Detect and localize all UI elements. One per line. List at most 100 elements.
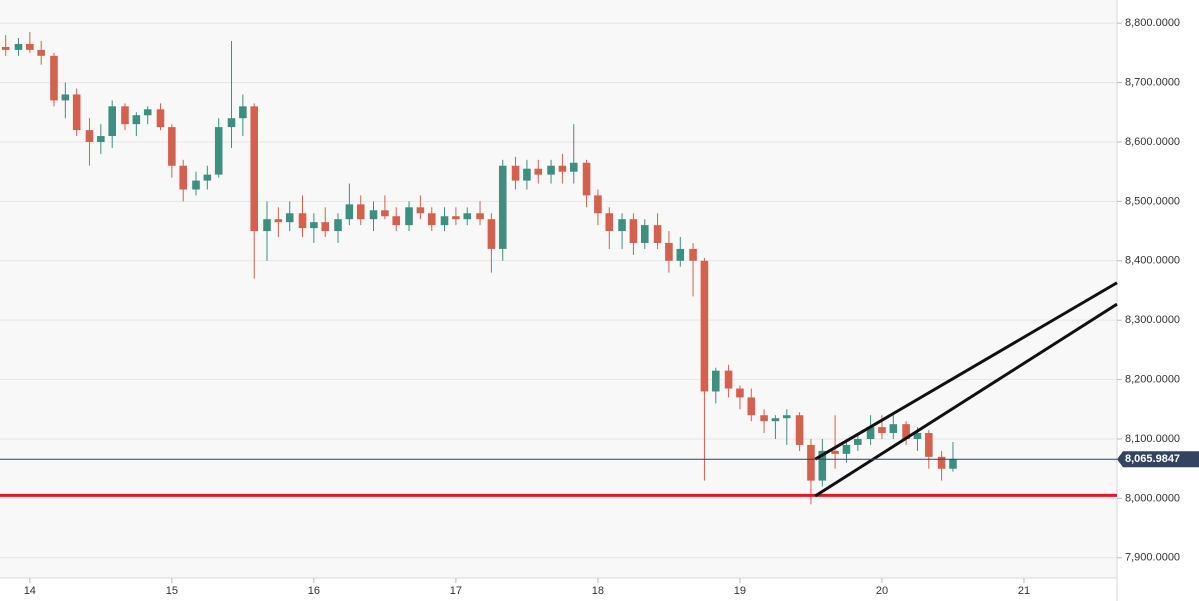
candle-body (676, 248, 685, 261)
candle-body (665, 242, 673, 261)
candle-body (618, 219, 626, 232)
y-tick-label: 8,700.0000 (1125, 76, 1180, 88)
candle-body (629, 219, 638, 243)
candle-body (392, 216, 401, 226)
candle-body (534, 168, 543, 175)
candle-body (37, 49, 45, 56)
current-price-label: 8,065.9847 (1125, 453, 1180, 465)
candle-body (334, 219, 342, 232)
candle-body (108, 106, 116, 137)
candle-body (203, 174, 212, 181)
candle-body (310, 222, 318, 229)
candle-body (487, 219, 496, 249)
candle-body (156, 109, 165, 128)
candle-body (712, 370, 720, 392)
candle-body (239, 106, 247, 119)
candle-body (913, 433, 922, 439)
x-tick-label: 15 (166, 585, 178, 597)
candle-body (250, 106, 259, 232)
x-tick-label: 20 (876, 585, 888, 597)
candle-body (937, 456, 946, 469)
candle-body (463, 213, 472, 220)
candle-body (321, 222, 330, 232)
candle-body (61, 94, 70, 101)
candle-body (498, 165, 507, 249)
candle-body (416, 207, 425, 214)
x-tick-label: 14 (24, 585, 36, 597)
candle-body (168, 127, 176, 166)
candle-body (214, 127, 223, 175)
candle-body (795, 415, 804, 445)
candle-body (866, 427, 875, 439)
candle-body (902, 424, 910, 439)
candle-body (783, 415, 791, 419)
candle-body (143, 109, 152, 116)
candle-body (72, 94, 81, 131)
candle-body (925, 433, 933, 457)
candle-body (427, 213, 436, 226)
candle-body (747, 397, 756, 416)
candle-body (179, 165, 187, 190)
candle-body (582, 162, 591, 196)
candle-body (192, 180, 200, 190)
candle-body (605, 213, 614, 232)
candle-body (132, 115, 141, 125)
candle-body (1, 46, 10, 50)
trend-line (814, 281, 1118, 461)
y-tick-label: 7,900.0000 (1125, 552, 1180, 564)
candle-body (511, 165, 520, 181)
y-tick-label: 8,200.0000 (1125, 373, 1180, 385)
candle-body (85, 130, 94, 142)
candle-body (949, 459, 957, 469)
candle-body (831, 450, 839, 454)
candle-body (274, 219, 283, 223)
candle-body (97, 136, 105, 142)
candle-body (771, 418, 780, 422)
candle-body (523, 168, 531, 181)
y-tick-label: 8,300.0000 (1125, 314, 1180, 326)
candle-body (689, 248, 697, 261)
y-tick-label: 8,600.0000 (1125, 136, 1180, 148)
candle-body (640, 225, 649, 243)
x-tick-label: 18 (592, 585, 604, 597)
candle-body (724, 370, 733, 389)
candle-body (818, 450, 827, 481)
x-tick-label: 21 (1018, 585, 1030, 597)
candle-body (547, 165, 555, 175)
candle-body (121, 106, 129, 125)
y-tick-label: 8,100.0000 (1125, 433, 1180, 445)
candle-body (878, 427, 886, 434)
candle-body (345, 204, 354, 220)
candle-body (854, 438, 862, 445)
y-tick-label: 8,000.0000 (1125, 492, 1180, 504)
candle-body (594, 195, 602, 214)
candle-body (356, 204, 365, 220)
candle-body (842, 444, 851, 454)
candle-body (298, 213, 307, 229)
candle-body (14, 43, 23, 50)
candle-body (807, 444, 815, 481)
candle-body (558, 165, 567, 172)
candle-body (50, 55, 58, 101)
candle-body (569, 162, 578, 172)
candle-body (227, 118, 236, 128)
x-tick-label: 16 (308, 585, 320, 597)
candle-body (889, 424, 898, 434)
x-tick-label: 19 (734, 585, 746, 597)
current-price-tag (1117, 451, 1199, 468)
y-tick-label: 8,500.0000 (1125, 195, 1180, 207)
candle-body (760, 415, 768, 422)
candle-body (736, 388, 744, 398)
candle-body (263, 219, 271, 232)
candle-body (452, 216, 460, 220)
candle-body (381, 210, 389, 217)
candle-body (26, 43, 34, 50)
candle-body (440, 216, 449, 226)
candle-body (405, 207, 413, 226)
candle-body (285, 213, 294, 223)
candle-body (476, 213, 484, 220)
plot-background (0, 0, 1117, 578)
candle-body (653, 225, 662, 243)
